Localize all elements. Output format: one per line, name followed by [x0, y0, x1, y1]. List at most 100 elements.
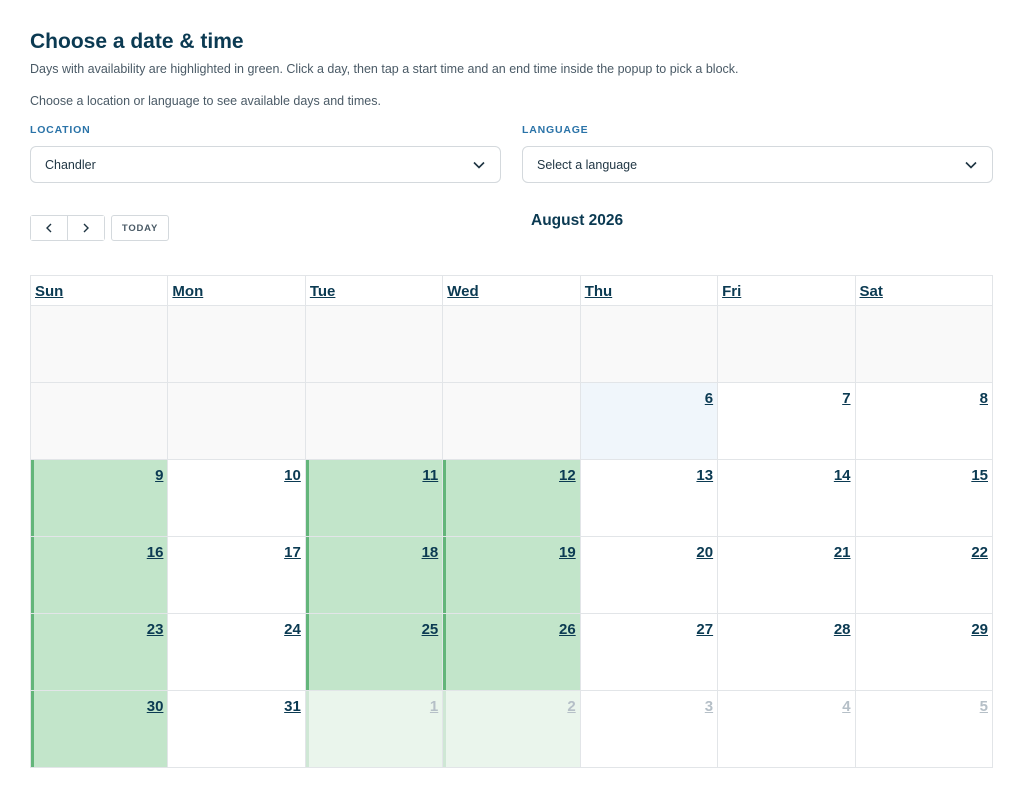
weekday-label[interactable]: Mon	[172, 283, 204, 300]
weekday-label[interactable]: Sun	[35, 283, 64, 300]
day-number[interactable]: 22	[971, 544, 988, 561]
today-button[interactable]: TODAY	[111, 215, 169, 241]
language-label: LANGUAGE	[522, 124, 589, 136]
day-number[interactable]: 2	[567, 698, 576, 715]
day-cell[interactable]: 24	[167, 613, 306, 691]
day-number[interactable]: 27	[696, 621, 714, 638]
other-month-day-cell[interactable]: 5	[854, 690, 994, 768]
empty-day-cell	[854, 305, 994, 383]
weekday-label[interactable]: Fri	[722, 283, 742, 300]
day-number[interactable]: 28	[833, 621, 851, 638]
language-select[interactable]: Select a language	[522, 146, 993, 183]
day-number[interactable]: 18	[421, 544, 439, 561]
other-month-day-cell[interactable]: 3	[579, 690, 719, 768]
other-month-day-cell[interactable]: 1	[304, 690, 444, 768]
available-day-cell[interactable]: 19	[442, 536, 581, 614]
day-number[interactable]: 30	[146, 698, 164, 715]
empty-day-cell	[579, 305, 719, 383]
day-number[interactable]: 19	[559, 544, 576, 561]
day-number[interactable]: 4	[842, 698, 851, 715]
day-number[interactable]: 21	[833, 544, 851, 561]
day-number[interactable]: 7	[842, 390, 851, 407]
day-number[interactable]: 14	[833, 467, 851, 484]
weekday-header: Wed	[442, 275, 581, 306]
day-number[interactable]: 26	[559, 621, 576, 638]
day-number[interactable]: 9	[155, 467, 164, 484]
day-number[interactable]: 31	[284, 698, 301, 715]
day-number[interactable]: 10	[284, 467, 301, 484]
weekday-header: Tue	[304, 275, 444, 306]
location-select[interactable]: Chandler	[30, 146, 501, 183]
weekday-label[interactable]: Tue	[309, 283, 336, 300]
day-cell[interactable]: 27	[579, 613, 719, 691]
day-cell[interactable]: 21	[717, 536, 856, 614]
day-number[interactable]: 11	[422, 467, 439, 484]
calendar-week-row: 6 7 8	[29, 382, 994, 460]
empty-day-cell	[29, 305, 169, 383]
day-cell[interactable]: 20	[579, 536, 719, 614]
day-cell[interactable]: 6	[579, 382, 719, 460]
month-nav	[30, 215, 105, 241]
calendar-week-row: 30 31 1 2 3 4 5	[29, 690, 994, 768]
empty-day-cell	[167, 382, 306, 460]
day-cell[interactable]: 22	[854, 536, 994, 614]
empty-day-cell	[304, 382, 444, 460]
weekday-label[interactable]: Thu	[584, 283, 613, 300]
available-day-cell[interactable]: 18	[304, 536, 444, 614]
empty-day-cell	[167, 305, 306, 383]
day-number[interactable]: 15	[971, 467, 988, 484]
day-cell[interactable]: 13	[579, 459, 719, 537]
day-number[interactable]: 12	[559, 467, 576, 484]
day-number[interactable]: 8	[979, 390, 988, 407]
weekday-header: Thu	[579, 275, 719, 306]
calendar-body: 6 7 8 9 10 11 12 13 14 15 16 17 18 19 20 21 22 23 24 25 26 27…	[29, 305, 994, 768]
available-day-cell[interactable]: 9	[29, 459, 169, 537]
weekday-header: Sat	[854, 275, 994, 306]
day-cell[interactable]: 31	[167, 690, 306, 768]
available-day-cell[interactable]: 26	[442, 613, 581, 691]
day-number[interactable]: 16	[146, 544, 164, 561]
other-month-day-cell[interactable]: 2	[442, 690, 581, 768]
other-month-day-cell[interactable]: 4	[717, 690, 856, 768]
day-number[interactable]: 25	[421, 621, 439, 638]
location-value: Chandler	[45, 157, 96, 172]
day-number[interactable]: 23	[146, 621, 164, 638]
day-cell[interactable]: 8	[854, 382, 994, 460]
empty-day-cell	[442, 382, 581, 460]
day-cell[interactable]: 29	[854, 613, 994, 691]
day-number[interactable]: 6	[704, 390, 714, 407]
day-number[interactable]: 24	[284, 621, 301, 638]
day-number[interactable]: 13	[696, 467, 714, 484]
language-placeholder: Select a language	[537, 157, 638, 172]
chevron-right-icon	[83, 223, 89, 233]
day-cell[interactable]: 15	[854, 459, 994, 537]
month-title: August 2026	[531, 212, 624, 229]
day-number[interactable]: 20	[696, 544, 714, 561]
weekday-label[interactable]: Wed	[447, 283, 479, 300]
chevron-down-icon	[964, 158, 978, 172]
day-cell[interactable]: 10	[167, 459, 306, 537]
available-day-cell[interactable]: 30	[29, 690, 169, 768]
available-day-cell[interactable]: 25	[304, 613, 444, 691]
available-day-cell[interactable]: 11	[304, 459, 444, 537]
available-day-cell[interactable]: 23	[29, 613, 169, 691]
available-day-cell[interactable]: 12	[442, 459, 581, 537]
day-cell[interactable]: 7	[717, 382, 856, 460]
day-number[interactable]: 3	[704, 698, 714, 715]
calendar-week-row: 16 17 18 19 20 21 22	[29, 536, 994, 614]
day-cell[interactable]: 17	[167, 536, 306, 614]
day-number[interactable]: 17	[284, 544, 301, 561]
next-month-button[interactable]	[67, 216, 104, 240]
weekday-header: Mon	[167, 275, 306, 306]
day-number[interactable]: 5	[979, 698, 988, 715]
weekday-label[interactable]: Sat	[859, 283, 883, 300]
day-cell[interactable]: 28	[717, 613, 856, 691]
day-cell[interactable]: 14	[717, 459, 856, 537]
prev-month-button[interactable]	[31, 216, 67, 240]
available-day-cell[interactable]: 16	[29, 536, 169, 614]
empty-day-cell	[304, 305, 444, 383]
day-number[interactable]: 1	[429, 698, 439, 715]
page-title: Choose a date & time	[30, 30, 244, 53]
chevron-left-icon	[46, 223, 52, 233]
day-number[interactable]: 29	[971, 621, 988, 638]
